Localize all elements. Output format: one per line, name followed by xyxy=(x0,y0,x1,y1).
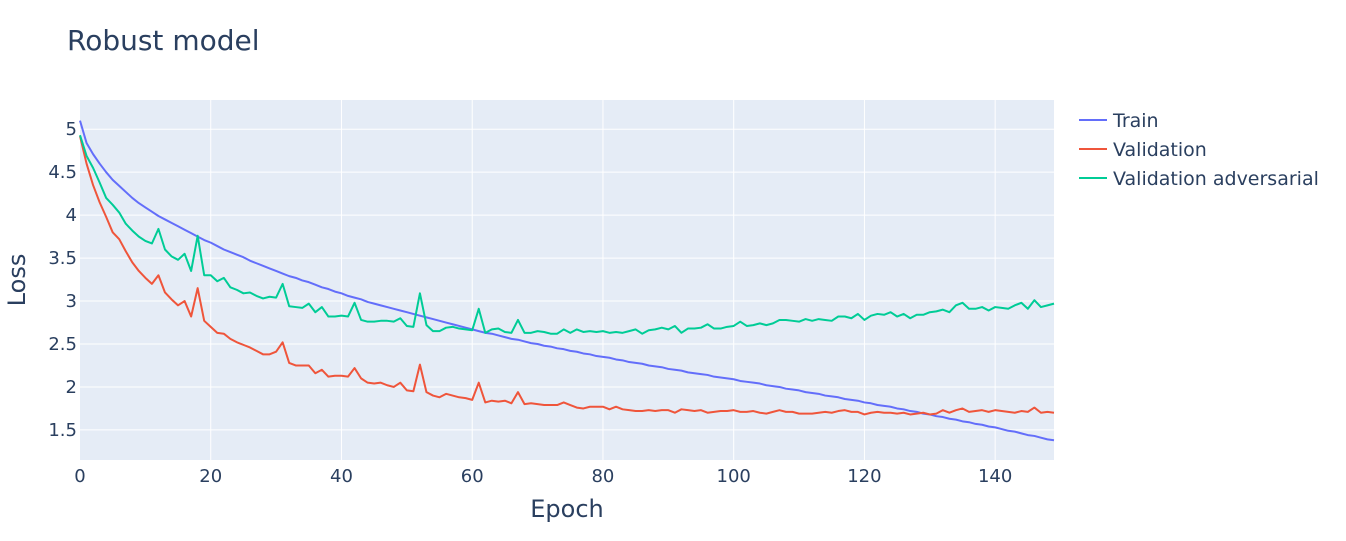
x-tick-label: 80 xyxy=(591,466,614,487)
y-tick-label: 3 xyxy=(66,291,77,312)
y-tick-label: 3.5 xyxy=(48,248,77,269)
y-gridlines xyxy=(80,128,1054,431)
y-tick-label: 5 xyxy=(66,119,77,140)
x-tick-label: 60 xyxy=(461,466,484,487)
y-tick-label: 4 xyxy=(66,205,77,226)
legend-label: Train xyxy=(1112,110,1159,132)
x-gridlines xyxy=(210,100,996,460)
x-tick-label: 140 xyxy=(978,466,1012,487)
x-tick-label: 120 xyxy=(847,466,881,487)
legend[interactable]: Train Validation Validation adversarial xyxy=(1079,110,1319,190)
x-tick-label: 20 xyxy=(199,466,222,487)
y-axis-label: Loss xyxy=(3,254,31,307)
x-tick-label: 100 xyxy=(717,466,751,487)
legend-item-train[interactable]: Train xyxy=(1079,110,1159,132)
y-tick-label: 1.5 xyxy=(48,420,77,441)
series-line-validation-adversarial xyxy=(79,134,1055,335)
x-tick-label: 40 xyxy=(330,466,353,487)
x-tick-label: 0 xyxy=(74,466,85,487)
legend-item-validation[interactable]: Validation xyxy=(1079,139,1207,161)
legend-item-validation-adversarial[interactable]: Validation adversarial xyxy=(1079,168,1319,190)
legend-label: Validation adversarial xyxy=(1113,168,1319,190)
y-tick-label: 2 xyxy=(66,377,77,398)
legend-label: Validation xyxy=(1113,139,1207,161)
y-tick-label: 4.5 xyxy=(48,162,77,183)
y-tick-label: 2.5 xyxy=(48,334,77,355)
y-tick-labels: 1.5 2 2.5 3 3.5 4 4.5 5 xyxy=(48,119,77,441)
series-line-train xyxy=(79,120,1055,442)
x-axis-label: Epoch xyxy=(530,495,604,523)
series-lines xyxy=(79,120,1055,442)
series-line-validation xyxy=(79,135,1055,416)
chart-title: Robust model xyxy=(67,24,260,57)
plot-area xyxy=(80,100,1054,460)
x-tick-labels: 0 20 40 60 80 100 120 140 xyxy=(74,466,1012,487)
